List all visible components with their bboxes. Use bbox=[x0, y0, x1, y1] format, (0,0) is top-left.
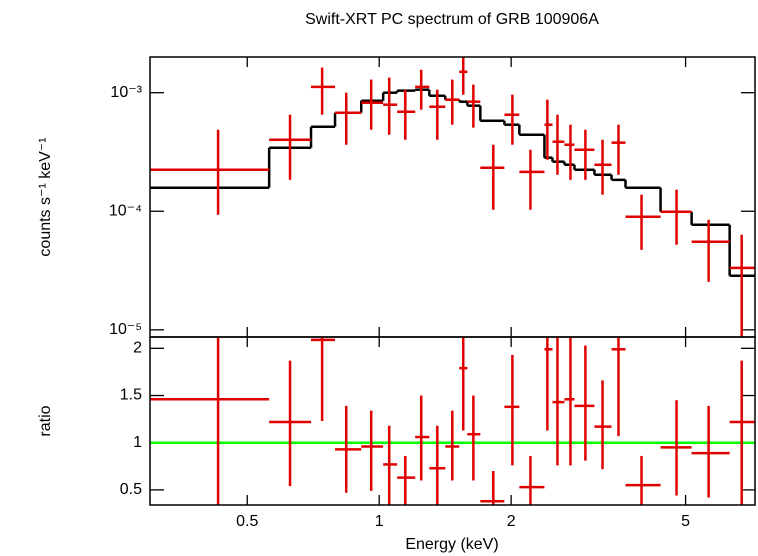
x-tick-label: 5 bbox=[681, 513, 690, 530]
chart-title: Swift-XRT PC spectrum of GRB 100906A bbox=[305, 11, 599, 28]
y-axis-label: ratio bbox=[37, 405, 54, 436]
x-axis-label: Energy (keV) bbox=[405, 536, 498, 553]
y-tick-label: 10⁻⁵ bbox=[109, 321, 142, 338]
y-tick-label: 0.5 bbox=[120, 481, 142, 498]
plot-frame bbox=[149, 336, 756, 506]
y-axis-label: counts s⁻¹ keV⁻¹ bbox=[37, 137, 54, 256]
y-tick-label: 10⁻⁴ bbox=[109, 202, 142, 219]
x-tick-label: 2 bbox=[507, 513, 516, 530]
x-tick-label: 1 bbox=[375, 513, 384, 530]
y-tick-label: 10⁻³ bbox=[110, 84, 142, 101]
plot-area bbox=[150, 57, 755, 337]
y-tick-label: 2 bbox=[133, 340, 142, 357]
y-tick-label: 1.5 bbox=[120, 387, 142, 404]
plot-area bbox=[150, 337, 755, 505]
x-tick-label: 0.5 bbox=[236, 513, 258, 530]
y-tick-label: 1 bbox=[133, 434, 142, 451]
